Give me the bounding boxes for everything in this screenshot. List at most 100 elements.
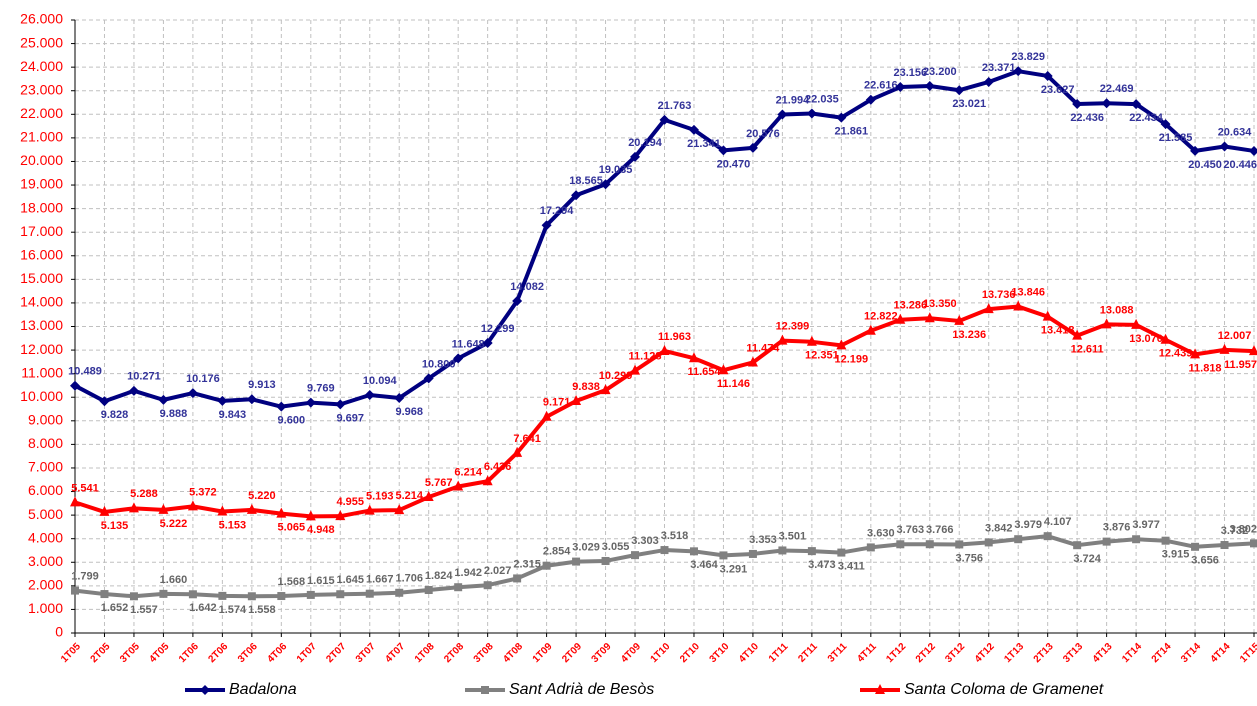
data-point [246, 394, 257, 405]
data-label: 11.654 [687, 366, 721, 378]
data-label: 1.799 [71, 570, 99, 582]
data-point [895, 82, 906, 93]
x-tick-label: 3T06 [236, 641, 260, 665]
legend-label: Sant Adrià de Besòs [509, 681, 654, 698]
data-label: 9.888 [160, 408, 188, 420]
data-point [1013, 66, 1024, 77]
data-point [394, 504, 405, 515]
y-tick-label: 26.000 [20, 11, 63, 27]
data-label: 10.489 [68, 366, 102, 378]
legend-marker [481, 686, 489, 694]
data-point [954, 314, 965, 325]
data-point [600, 384, 611, 395]
data-point [718, 145, 729, 156]
data-label: 23.156 [893, 67, 927, 79]
data-point [1132, 535, 1141, 544]
data-label: 9.171 [543, 397, 571, 409]
data-label: 13.070 [1129, 333, 1163, 345]
data-point [955, 540, 964, 549]
data-label: 23.021 [952, 98, 986, 110]
data-label: 5.214 [395, 490, 423, 502]
data-label: 22.469 [1100, 83, 1134, 95]
data-label: 3.977 [1132, 519, 1160, 531]
data-label: 12.611 [1071, 344, 1104, 356]
x-tick-label: 2T12 [914, 641, 938, 665]
data-label: 3.756 [955, 552, 983, 564]
data-label: 9.600 [278, 415, 306, 427]
data-point [895, 313, 906, 324]
data-point [128, 385, 139, 396]
data-label: 22.616 [864, 80, 898, 92]
data-point [1191, 542, 1200, 551]
data-point [688, 124, 699, 135]
data-point [128, 502, 139, 513]
data-point [423, 491, 434, 502]
data-point [748, 549, 757, 558]
data-label: 23.371 [982, 62, 1016, 74]
data-point [777, 334, 788, 345]
data-point [747, 356, 758, 367]
x-tick-label: 2T07 [324, 641, 348, 665]
data-point [1072, 99, 1083, 110]
data-point [1160, 119, 1171, 130]
data-point [1042, 70, 1053, 81]
data-point [1131, 99, 1142, 110]
data-point [1101, 318, 1112, 329]
y-tick-label: 17.000 [20, 223, 63, 239]
data-label: 12.199 [835, 353, 869, 365]
data-point [70, 496, 80, 507]
data-point [718, 364, 729, 375]
data-point [1190, 145, 1201, 156]
x-tick-label: 1T11 [767, 641, 791, 665]
x-tick-label: 2T05 [89, 641, 113, 665]
data-label: 20.634 [1218, 126, 1253, 138]
data-label: 6.214 [454, 466, 482, 478]
data-point [865, 94, 876, 105]
x-tick-label: 2T10 [678, 641, 702, 665]
x-tick-label: 3T09 [590, 641, 614, 665]
data-label: 3.029 [572, 541, 600, 553]
data-point [482, 475, 493, 486]
y-tick-label: 16.000 [20, 246, 63, 262]
data-label: 13.286 [893, 300, 927, 312]
data-point [70, 380, 80, 391]
data-point [1220, 541, 1229, 550]
data-point [983, 76, 994, 87]
data-label: 1.824 [425, 570, 453, 582]
data-label: 18.565 [569, 175, 603, 187]
data-point [305, 510, 316, 521]
y-tick-label: 14.000 [20, 294, 63, 310]
data-label: 12.007 [1218, 330, 1252, 342]
data-label: 5.193 [366, 490, 394, 502]
data-label: 3.464 [690, 559, 718, 571]
data-label: 11.648 [452, 338, 485, 350]
data-label: 20.470 [717, 158, 751, 170]
y-tick-label: 10.000 [20, 388, 63, 404]
data-point [806, 108, 817, 119]
data-label: 10.176 [186, 373, 220, 385]
data-label: 3.411 [838, 560, 865, 572]
data-point [984, 538, 993, 547]
data-point [630, 151, 641, 162]
data-point [159, 589, 168, 598]
data-label: 21.763 [658, 100, 692, 112]
data-point [541, 410, 552, 421]
x-tick-label: 4T10 [737, 641, 761, 665]
x-tick-label: 2T09 [560, 641, 584, 665]
data-label: 5.135 [101, 520, 129, 532]
data-point [631, 551, 640, 560]
data-point [925, 540, 934, 549]
x-tick-label: 4T08 [501, 641, 525, 665]
data-label: 4.107 [1044, 516, 1072, 528]
data-label: 4.955 [337, 496, 365, 508]
legend-label: Santa Coloma de Gramenet [904, 681, 1104, 698]
data-label: 19.035 [599, 164, 633, 176]
data-label: 9.769 [307, 383, 335, 395]
data-point [365, 589, 374, 598]
data-label: 1.557 [130, 604, 158, 616]
x-tick-label: 2T06 [206, 641, 230, 665]
x-tick-label: 3T11 [826, 641, 850, 665]
x-tick-label: 1T14 [1120, 641, 1144, 665]
data-point [305, 397, 316, 408]
y-tick-label: 4.000 [28, 529, 63, 545]
